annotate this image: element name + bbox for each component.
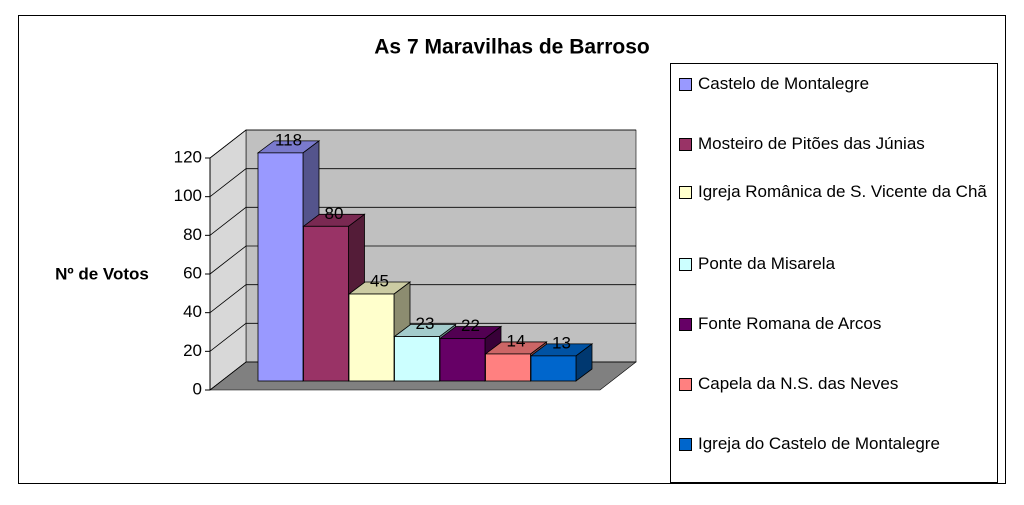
y-tick-label: 0 bbox=[193, 379, 202, 398]
legend-label: Igreja do Castelo de Montalegre bbox=[698, 434, 940, 453]
legend: Castelo de Montalegre Mosteiro de Pitões … bbox=[670, 63, 998, 483]
legend-label: Mosteiro de Pitões das Júnias bbox=[698, 134, 925, 153]
legend-label: Castelo de Montalegre bbox=[698, 74, 870, 93]
grid-line bbox=[209, 245, 636, 275]
y-axis-label: Nº de Votos bbox=[55, 264, 149, 283]
y-tick-label: 120 bbox=[174, 147, 202, 166]
bar bbox=[394, 336, 440, 382]
y-tick-label: 40 bbox=[183, 302, 202, 321]
value-label: 118 bbox=[275, 130, 302, 149]
legend-label: Ponte da Misarela bbox=[698, 254, 836, 273]
legend-swatch bbox=[679, 78, 692, 91]
legend-item: Castelo de Montalegre bbox=[679, 72, 989, 96]
legend-label: Capela da N.S. das Neves bbox=[698, 374, 899, 393]
value-label: 13 bbox=[552, 333, 571, 352]
bar bbox=[257, 152, 304, 382]
bar bbox=[303, 225, 349, 382]
y-tick-label: 20 bbox=[183, 341, 202, 360]
legend-swatch bbox=[679, 138, 692, 151]
y-tick-label: 100 bbox=[174, 186, 202, 205]
legend-item: Ponte da Misarela bbox=[679, 252, 989, 276]
legend-item: Igreja do Castelo de Montalegre bbox=[679, 432, 989, 456]
grid-line bbox=[209, 168, 636, 197]
value-label: 14 bbox=[507, 331, 526, 350]
legend-swatch bbox=[679, 318, 692, 331]
grid-line bbox=[209, 322, 636, 352]
grid-line bbox=[209, 206, 636, 236]
value-label: 22 bbox=[461, 316, 480, 335]
legend-label: Fonte Romana de Arcos bbox=[698, 314, 882, 333]
grid-line bbox=[209, 284, 636, 313]
legend-swatch bbox=[679, 186, 692, 199]
bar bbox=[439, 338, 486, 382]
legend-swatch bbox=[679, 258, 692, 271]
value-label: 23 bbox=[416, 314, 435, 333]
y-tick-label: 60 bbox=[183, 263, 202, 282]
value-label: 80 bbox=[325, 204, 344, 223]
legend-item: Mosteiro de Pitões das Júnias bbox=[679, 132, 989, 156]
value-label: 45 bbox=[370, 271, 389, 290]
bar bbox=[348, 293, 395, 382]
bar bbox=[485, 353, 531, 382]
bar bbox=[530, 355, 577, 382]
legend-item: Igreja Românica de S. Vicente da Chã bbox=[679, 180, 989, 204]
legend-label: Igreja Românica de S. Vicente da Chã bbox=[698, 182, 987, 201]
legend-item: Capela da N.S. das Neves bbox=[679, 372, 989, 396]
legend-swatch bbox=[679, 378, 692, 391]
grid-line bbox=[209, 129, 636, 159]
legend-swatch bbox=[679, 438, 692, 451]
chart-title: As 7 Maravilhas de Barroso bbox=[374, 36, 649, 59]
y-tick-label: 80 bbox=[183, 225, 202, 244]
legend-item: Fonte Romana de Arcos bbox=[679, 312, 989, 336]
